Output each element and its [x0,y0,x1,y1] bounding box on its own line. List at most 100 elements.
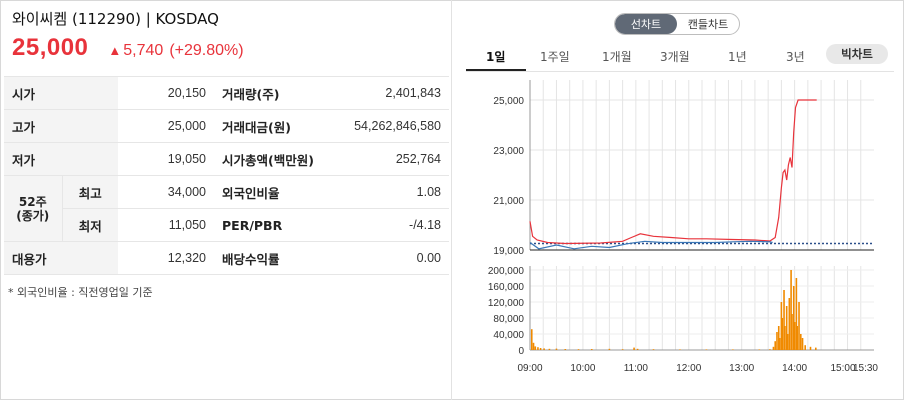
volume-bar [774,341,777,350]
chart-type-toggle: 선차트 캔들차트 [614,13,740,35]
volume-bar [537,347,539,350]
volume-bar [786,334,789,350]
volume-bar [799,334,802,350]
panel-divider [451,0,452,400]
change-percent: (+29.80%) [169,42,244,59]
volume-tick-label: 200,000 [488,266,525,277]
week52-label: 52주 (종가) [4,175,63,242]
week52-high-label: 최고 [62,175,118,209]
big-chart-button[interactable]: 빅차트 [826,44,888,64]
intraday-chart: 25,000 23,000 21,000 19,000 200,000 160,000 12… [488,80,878,374]
table-row: 최저 11,050 PER/PBR -/4.18 [4,208,449,242]
volume-bar [792,286,795,350]
volume-bar [732,349,734,350]
volume-bar [705,349,708,350]
volume-bar [798,302,800,350]
volume-bar [652,349,655,350]
volume-tick-label: 0 [518,346,524,357]
x-tick-label: 13:00 [729,363,754,374]
amount-value: 54,262,846,580 [324,109,449,143]
price-tick-label: 25,000 [493,96,524,107]
week52-high-value: 34,000 [118,175,214,209]
foreign-ratio-value: 1.08 [324,175,449,209]
tab-1year[interactable]: 1년 [728,50,747,64]
loan-price-label: 대용가 [4,241,118,275]
volume-bar [814,347,817,350]
week52-label-line1: 52주 [18,194,47,209]
volume-bar [777,326,780,350]
x-tick-label: 15:00 [831,363,856,374]
high-label: 고가 [4,109,118,143]
tab-1week[interactable]: 1주일 [540,50,570,64]
candle-chart-toggle[interactable]: 캔들차트 [687,18,729,31]
volume-bar [543,348,545,350]
volume-bar [795,278,798,350]
volume-value: 2,401,843 [324,76,449,110]
volume-bar [801,338,804,350]
high-value: 25,000 [118,109,214,143]
volume-bar [530,329,533,350]
volume-bar [778,338,781,350]
volume-tick-label: 120,000 [488,298,525,309]
price-tick-label: 19,000 [493,246,524,257]
x-tick-label: 14:00 [782,363,807,374]
volume-tick-label: 40,000 [493,330,524,341]
volume-bar [590,349,593,350]
volume-bar [679,349,681,350]
foreign-ratio-label: 외국인비율 [214,175,324,209]
price-tick-label: 21,000 [493,196,524,207]
volume-bar [790,270,792,350]
volume-bar [564,349,567,350]
x-tick-label: 12:00 [676,363,701,374]
volume-bar [780,302,783,350]
volume-bar [633,347,635,350]
tab-1day[interactable]: 1일 [486,50,506,64]
x-tick-label: 10:00 [570,363,595,374]
tab-1month[interactable]: 1개월 [602,50,632,64]
volume-bar [758,349,761,350]
volume-bar [796,326,799,350]
current-price: 25,000 [12,34,89,61]
open-value: 20,150 [118,76,214,110]
volume-bar [532,342,535,350]
volume-bar [784,326,786,350]
x-tick-label: 11:00 [624,363,649,374]
per-pbr-label: PER/PBR [214,208,324,242]
price-line: 25,000 ▲ 5,740 (+29.80%) [12,34,244,62]
volume-bar [555,348,558,350]
quote-table: 시가 20,150 거래량(주) 2,401,843 고가 25,000 거래대… [4,76,449,275]
week52-low-value: 11,050 [118,208,214,242]
volume-bar [772,346,775,350]
price-series-line-0 [529,99,817,245]
volume-bar [791,314,793,350]
week52-label-line2: (종가) [16,208,50,223]
volume-tick-label: 80,000 [493,314,524,325]
x-tick-label: 15:30 [853,363,878,374]
volume-bar [788,298,791,350]
volume-bar [534,346,537,350]
open-label: 시가 [4,76,118,110]
market-cap-label: 시가총액(백만원) [214,142,324,176]
line-chart-toggle[interactable]: 선차트 [615,14,677,34]
x-tick-label: 09:00 [517,363,542,374]
tab-3month[interactable]: 3개월 [660,50,690,64]
volume-bar [776,332,778,350]
loan-price-value: 12,320 [118,241,214,275]
stock-title: 와이씨켐 (112290) | KOSDAQ [12,10,219,28]
price-series-line-1 [529,240,773,250]
dividend-yield-value: 0.00 [324,241,449,275]
table-row: 시가 20,150 거래량(주) 2,401,843 [4,76,449,110]
volume-bar [636,348,639,350]
low-label: 저가 [4,142,118,176]
volume-bar [809,346,812,350]
volume-bar [539,348,542,350]
table-row: 고가 25,000 거래대금(원) 54,262,846,580 [4,109,449,143]
volume-bar [577,349,580,350]
up-arrow-icon: ▲ [108,43,122,58]
volume-bar [548,348,551,350]
table-row: 52주 (종가) 최고 34,000 외국인비율 1.08 [4,175,449,242]
table-row: 저가 19,050 시가총액(백만원) 252,764 [4,142,449,176]
per-pbr-value: -/4.18 [324,208,449,242]
tab-3year[interactable]: 3년 [786,50,805,64]
dividend-yield-label: 배당수익률 [214,241,324,275]
